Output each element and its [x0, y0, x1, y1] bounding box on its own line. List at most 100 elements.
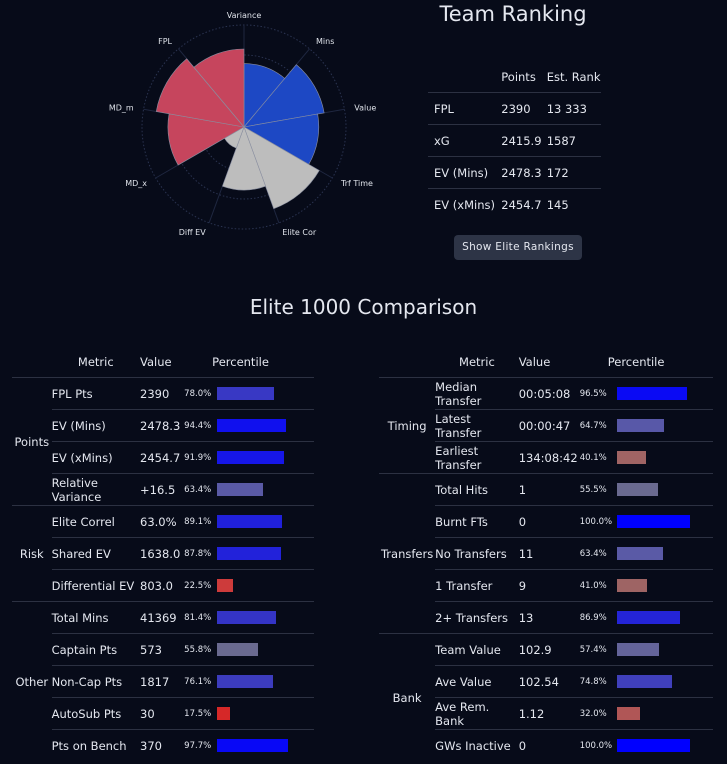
percentile-text: 96.5% [579, 389, 607, 399]
team-ranking-row: EV (Mins) 2478.3 172 [428, 156, 601, 189]
percentile-cell: 17.5% [184, 697, 314, 730]
group-label: Points [12, 377, 52, 506]
metric-value: 9 [518, 569, 580, 602]
comparison-row: Latest Transfer 00:00:47 64.7% [379, 409, 713, 442]
polar-label: MD_m [109, 104, 134, 113]
polar-label: Elite Cor [282, 228, 317, 237]
percentile-text: 17.5% [184, 709, 212, 719]
team-ranking-row: FPL 2390 13 333 [428, 92, 601, 125]
metric-name: Pts on Bench [51, 729, 141, 761]
group-label: Bank [379, 633, 436, 761]
comparison-row: Timing Median Transfer 00:05:08 96.5% [379, 377, 713, 474]
percentile-bar [616, 515, 690, 528]
team-ranking-points: 2390 [501, 92, 547, 125]
group-header [379, 347, 435, 378]
value-header: Value [140, 355, 172, 369]
metric-header: Metric [459, 355, 495, 369]
metric-name: No Transfers [435, 537, 519, 570]
comparison-row: Shared EV 1638.0 87.8% [12, 537, 314, 570]
percentile-cell: 74.8% [579, 665, 713, 698]
metric-name: Median Transfer [435, 377, 519, 410]
percentile-cell: 55.5% [579, 473, 713, 506]
metric-name: Team Value [435, 633, 519, 666]
metric-name: 2+ Transfers [435, 601, 519, 634]
percentile-text: 63.4% [184, 485, 212, 495]
comparison-row: Burnt FTs 0 100.0% [379, 505, 713, 538]
percentile-bar [616, 451, 646, 464]
percentile-bar [217, 611, 277, 624]
comparison-header-row: Metric Value Percentile [379, 347, 713, 378]
percentile-bar [616, 675, 672, 688]
percentile-bar [616, 387, 687, 400]
percentile-cell: 87.8% [184, 537, 314, 570]
metric-name: EV (Mins) [51, 409, 141, 442]
comparison-row: GWs Inactive 0 100.0% [379, 729, 713, 761]
metric-value: 30 [140, 697, 185, 730]
percentile-bar [616, 611, 680, 624]
metric-value: 2454.7 [140, 441, 185, 474]
team-ranking-rank: 172 [546, 156, 601, 189]
comparison-row: Non-Cap Pts 1817 76.1% [12, 665, 314, 698]
percentile-bar [217, 579, 234, 592]
metric-name: Total Mins [51, 601, 141, 634]
percentile-text: 63.4% [579, 549, 607, 559]
team-ranking-points: 2454.7 [501, 188, 547, 220]
percentile-bar [217, 675, 274, 688]
comparison-row: No Transfers 11 63.4% [379, 537, 713, 570]
percentile-cell: 91.9% [184, 441, 314, 474]
elite-comparison-table-right: Metric Value Percentile Timing Median Transf… [379, 347, 713, 761]
polar-label: Trf Time [340, 179, 373, 188]
team-ranking-points: 2415.9 [501, 124, 547, 157]
comparison-row: Ave Value 102.54 74.8% [379, 665, 713, 698]
comparison-row: Earliest Transfer 134:08:42 40.1% [379, 441, 713, 474]
metric-name: AutoSub Pts [51, 697, 141, 730]
percentile-cell: 89.1% [184, 505, 314, 538]
percentile-cell: 55.8% [184, 633, 314, 666]
percentile-bar [616, 739, 690, 752]
metric-name: Total Hits [435, 473, 519, 506]
group-label: Other [12, 601, 52, 761]
team-ranking-title: Team Ranking [439, 2, 587, 26]
comparison-row: Captain Pts 573 55.8% [12, 633, 314, 666]
metric-value: 41369 [140, 601, 185, 634]
percentile-bar [217, 515, 283, 528]
percentile-text: 94.4% [184, 421, 212, 431]
metric-value: 2390 [140, 377, 185, 410]
metric-value: 102.9 [518, 633, 580, 666]
percentile-text: 81.4% [184, 613, 212, 623]
percentile-text: 100.0% [579, 517, 613, 527]
metric-value: 1 [518, 473, 580, 506]
percentile-cell: 63.4% [184, 473, 314, 506]
metric-name: Captain Pts [51, 633, 141, 666]
percentile-bar [217, 387, 275, 400]
team-ranking-header: Est. Rank [546, 70, 601, 84]
percentile-cell: 100.0% [579, 729, 713, 761]
metric-name: 1 Transfer [435, 569, 519, 602]
comparison-row: Risk Elite Correl 63.0% 89.1% [12, 505, 314, 602]
metric-value: 2478.3 [140, 409, 185, 442]
metric-value: 370 [140, 729, 185, 761]
percentile-cell: 41.0% [579, 569, 713, 602]
comparison-row: EV (Mins) 2478.3 94.4% [12, 409, 314, 442]
team-ranking-metric: EV (Mins) [428, 156, 502, 189]
team-ranking-rank: 13 333 [546, 92, 601, 125]
polar-label: Value [354, 104, 376, 113]
metric-value: 0 [518, 505, 580, 538]
percentile-bar [217, 739, 289, 752]
group-label: Timing [379, 377, 436, 474]
percentile-bar [217, 707, 231, 720]
polar-label: Diff EV [179, 228, 206, 237]
polar-label: Mins [316, 37, 334, 46]
metric-value: 63.0% [140, 505, 185, 538]
group-header [12, 347, 52, 378]
show-elite-rankings-button[interactable]: Show Elite Rankings [454, 235, 582, 260]
percentile-cell: 94.4% [184, 409, 314, 442]
metric-name: FPL Pts [51, 377, 141, 410]
percentile-header: Percentile [212, 355, 269, 369]
percentile-bar [217, 643, 259, 656]
percentile-cell: 64.7% [579, 409, 713, 442]
metric-name: Ave Value [435, 665, 519, 698]
metric-value: 00:00:47 [518, 409, 580, 442]
percentile-bar [616, 707, 640, 720]
metric-name: Relative Variance [51, 473, 141, 506]
